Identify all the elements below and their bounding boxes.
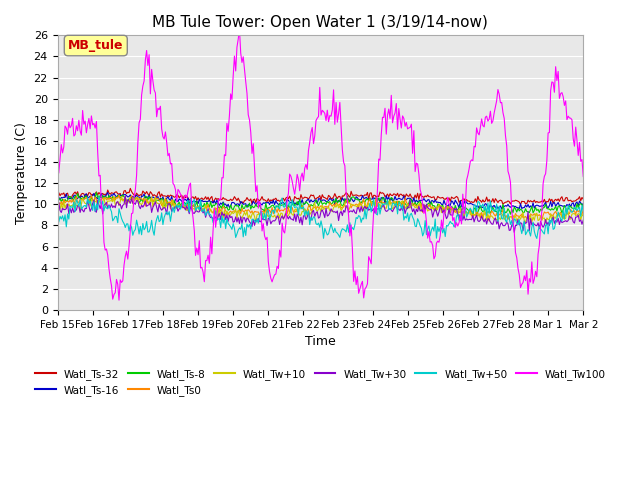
Watl_Ts-16 [104, 190, 111, 195]
Watl_Tw+30 [289, 217, 297, 223]
Watl_Ts-8 [54, 196, 61, 202]
X-axis label: Time: Time [305, 335, 336, 348]
Watl_Tw+50 [54, 214, 61, 220]
Watl_Ts0 [485, 218, 493, 224]
Watl_Tw+10 [315, 206, 323, 212]
Watl_Ts-16 [289, 199, 297, 204]
Watl_Ts0 [115, 192, 123, 198]
Watl_Tw+30 [488, 221, 495, 227]
Line: Watl_Tw100: Watl_Tw100 [58, 29, 583, 300]
Watl_Ts-8 [315, 203, 323, 209]
Watl_Tw+10 [71, 200, 79, 205]
Watl_Tw+30 [230, 218, 238, 224]
Watl_Ts-8 [289, 200, 297, 206]
Line: Watl_Ts-32: Watl_Ts-32 [58, 188, 583, 204]
Watl_Ts0 [559, 216, 567, 221]
Watl_Ts-32 [230, 194, 238, 200]
Watl_Ts-8 [579, 204, 587, 210]
Watl_Ts0 [71, 198, 79, 204]
Watl_Tw+50 [230, 226, 238, 231]
Watl_Ts-8 [489, 204, 497, 210]
Watl_Ts-8 [230, 204, 238, 209]
Watl_Ts-16 [559, 204, 567, 209]
Watl_Tw+10 [488, 213, 495, 219]
Watl_Ts-16 [230, 200, 238, 206]
Watl_Tw+50 [289, 202, 297, 208]
Watl_Ts-16 [498, 206, 506, 212]
Watl_Tw100 [71, 132, 79, 137]
Watl_Tw100 [489, 118, 497, 124]
Watl_Tw100 [236, 26, 243, 32]
Watl_Tw100 [579, 174, 587, 180]
Watl_Ts-32 [559, 198, 567, 204]
Watl_Tw+50 [533, 236, 541, 241]
Watl_Tw+30 [315, 215, 323, 221]
Watl_Ts-16 [579, 201, 587, 206]
Watl_Tw100 [54, 172, 61, 178]
Line: Watl_Ts0: Watl_Ts0 [58, 195, 583, 221]
Watl_Ts-16 [315, 196, 323, 202]
Watl_Tw+50 [71, 209, 79, 215]
Text: MB_tule: MB_tule [68, 39, 124, 52]
Watl_Ts-32 [488, 199, 495, 204]
Y-axis label: Temperature (C): Temperature (C) [15, 122, 28, 224]
Watl_Tw+10 [230, 210, 238, 216]
Watl_Ts-16 [54, 195, 61, 201]
Watl_Tw+50 [315, 220, 323, 226]
Watl_Ts-32 [54, 190, 61, 195]
Watl_Tw+50 [579, 208, 587, 214]
Watl_Ts-16 [71, 192, 79, 198]
Watl_Ts-8 [469, 213, 477, 218]
Watl_Ts0 [230, 208, 238, 214]
Watl_Tw+10 [118, 194, 125, 200]
Watl_Ts0 [54, 199, 61, 205]
Legend: Watl_Ts-32, Watl_Ts-16, Watl_Ts-8, Watl_Ts0, Watl_Tw+10, Watl_Tw+30, Watl_Tw+50,: Watl_Ts-32, Watl_Ts-16, Watl_Ts-8, Watl_… [31, 364, 610, 400]
Watl_Tw+30 [511, 229, 518, 235]
Watl_Tw100 [230, 53, 238, 59]
Watl_Ts0 [289, 209, 297, 215]
Watl_Ts0 [489, 209, 497, 215]
Watl_Tw+50 [488, 206, 495, 212]
Watl_Tw+10 [54, 203, 61, 209]
Line: Watl_Tw+30: Watl_Tw+30 [58, 196, 583, 232]
Watl_Tw+30 [71, 208, 79, 214]
Watl_Ts-8 [71, 193, 79, 199]
Watl_Ts0 [315, 205, 323, 211]
Watl_Tw+50 [559, 208, 567, 214]
Line: Watl_Tw+10: Watl_Tw+10 [58, 197, 583, 223]
Watl_Tw100 [291, 192, 298, 197]
Watl_Tw+30 [579, 217, 587, 223]
Watl_Tw+10 [559, 215, 567, 221]
Watl_Tw+10 [542, 220, 550, 226]
Watl_Ts-32 [516, 202, 524, 207]
Watl_Ts-16 [488, 205, 495, 211]
Watl_Tw+10 [289, 213, 297, 218]
Watl_Tw+30 [559, 219, 567, 225]
Watl_Ts0 [579, 206, 587, 212]
Watl_Tw100 [316, 84, 324, 90]
Watl_Tw100 [559, 94, 567, 99]
Line: Watl_Ts-16: Watl_Ts-16 [58, 192, 583, 209]
Line: Watl_Ts-8: Watl_Ts-8 [58, 192, 583, 216]
Watl_Ts-8 [559, 207, 567, 213]
Watl_Ts-32 [315, 194, 323, 200]
Watl_Tw+10 [579, 213, 587, 219]
Watl_Tw+30 [122, 193, 129, 199]
Watl_Tw+50 [95, 193, 103, 199]
Title: MB Tule Tower: Open Water 1 (3/19/14-now): MB Tule Tower: Open Water 1 (3/19/14-now… [152, 15, 488, 30]
Watl_Ts-8 [93, 190, 100, 195]
Watl_Ts-32 [289, 199, 297, 204]
Line: Watl_Tw+50: Watl_Tw+50 [58, 196, 583, 239]
Watl_Tw+30 [54, 209, 61, 215]
Watl_Tw100 [115, 297, 123, 303]
Watl_Ts-32 [127, 185, 134, 191]
Watl_Ts-32 [579, 196, 587, 202]
Watl_Ts-32 [71, 189, 79, 195]
